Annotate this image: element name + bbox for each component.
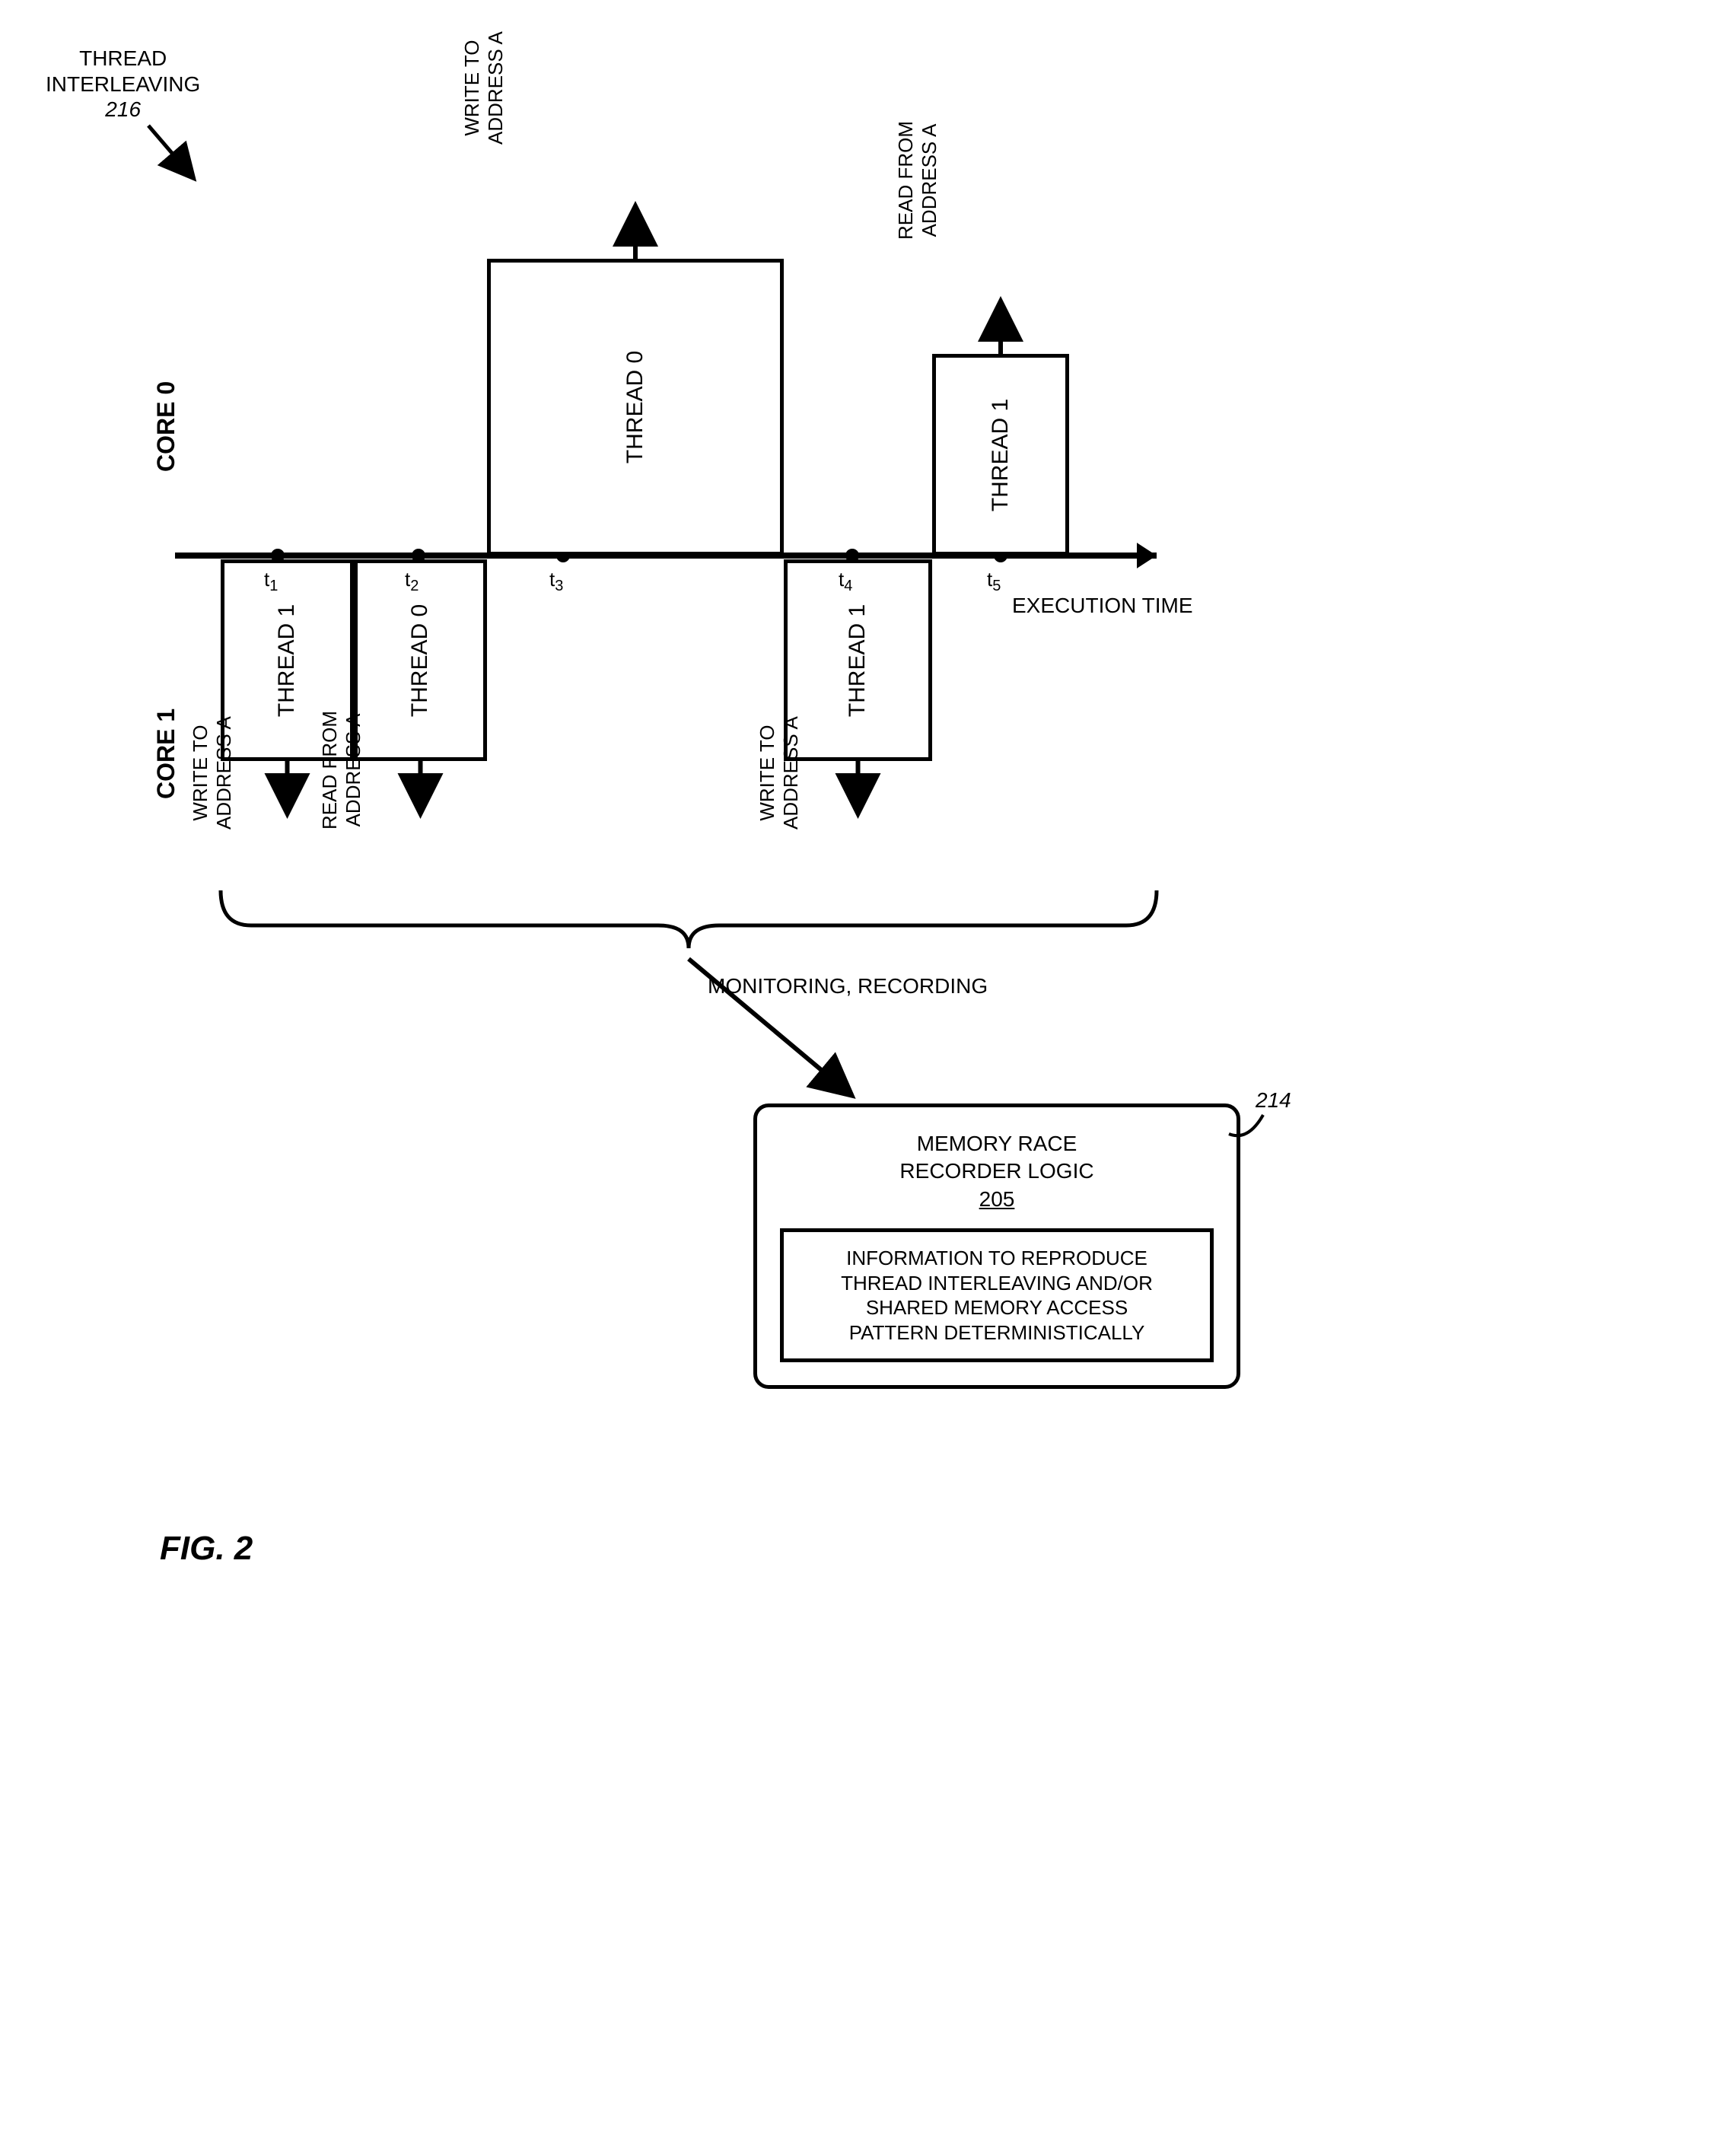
thread-box-label: THREAD 1 — [274, 603, 300, 716]
recorder-title: MEMORY RACE RECORDER LOGIC 205 — [780, 1130, 1214, 1213]
mem-op-label: WRITE TOADDRESS A — [756, 716, 803, 830]
tick-label-t3: t3 — [549, 568, 563, 595]
mem-op-label: WRITE TOADDRESS A — [460, 31, 508, 145]
recorder-inner-l1: INFORMATION TO REPRODUCE — [846, 1247, 1147, 1269]
recorder-title-ref: 205 — [979, 1187, 1015, 1211]
figure-label: FIG. 2 — [160, 1530, 253, 1568]
monitoring-text: MONITORING, RECORDING — [708, 974, 988, 998]
mem-op-label: READ FROMADDRESS A — [894, 121, 941, 240]
tick-label-t1: t1 — [264, 568, 278, 595]
thread-box-label: THREAD 1 — [988, 398, 1014, 511]
thread-box-c0-t1: THREAD 1 — [932, 354, 1069, 556]
thread-box-c1-t0: THREAD 0 — [354, 559, 487, 761]
recorder-inner-l3: SHARED MEMORY ACCESS — [866, 1296, 1128, 1319]
tick-label-t5: t5 — [987, 568, 1001, 595]
memory-race-recorder-box: MEMORY RACE RECORDER LOGIC 205 INFORMATI… — [753, 1103, 1240, 1389]
thread-box-label: THREAD 0 — [622, 351, 648, 463]
thread-box-c1-t1b: THREAD 1 — [784, 559, 932, 761]
mem-op-label: WRITE TOADDRESS A — [189, 716, 236, 830]
thread-box-label: THREAD 1 — [845, 603, 871, 716]
thread-box-c0-t0: THREAD 0 — [487, 259, 784, 556]
tick-label-t2: t2 — [405, 568, 419, 595]
mem-op-label: READ FROMADDRESS A — [318, 711, 365, 830]
recorder-inner-box: INFORMATION TO REPRODUCE THREAD INTERLEA… — [780, 1228, 1214, 1362]
thread-box-label: THREAD 0 — [407, 603, 433, 716]
axis-label: EXECUTION TIME — [1012, 594, 1193, 618]
monitoring-label: MONITORING, RECORDING — [708, 974, 988, 998]
recorder-title-l2: RECORDER LOGIC — [899, 1159, 1093, 1183]
recorder-inner-l2: THREAD INTERLEAVING AND/OR — [841, 1272, 1153, 1295]
figure-label-text: FIG. 2 — [160, 1530, 253, 1567]
recorder-ref-214: 214 — [1256, 1088, 1291, 1112]
recorder-ref-outside: 214 — [1256, 1088, 1291, 1113]
axis-label-text: EXECUTION TIME — [1012, 594, 1193, 617]
tick-label-t4: t4 — [839, 568, 852, 595]
recorder-title-l1: MEMORY RACE — [917, 1132, 1077, 1155]
recorder-inner-l4: PATTERN DETERMINISTICALLY — [849, 1321, 1145, 1344]
